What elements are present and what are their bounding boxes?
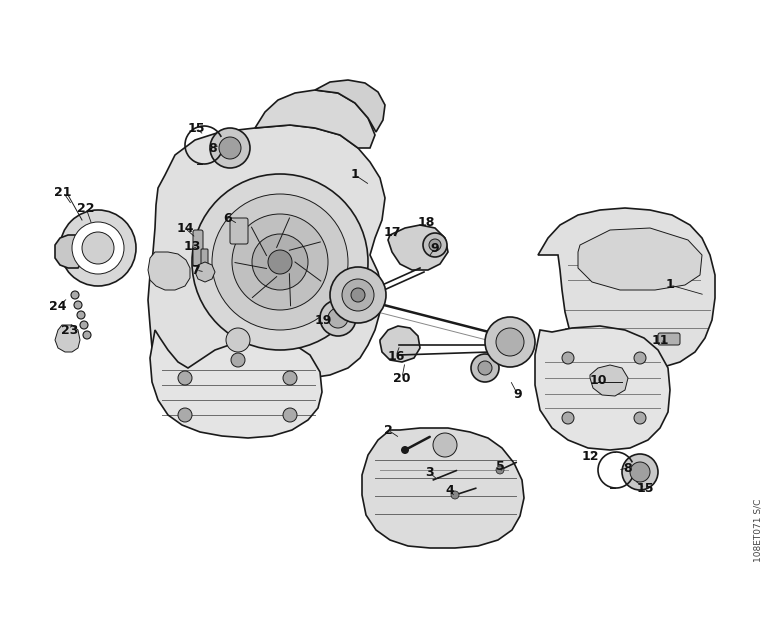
Polygon shape	[362, 428, 524, 548]
Text: 108ET071 S/C: 108ET071 S/C	[753, 498, 763, 562]
FancyBboxPatch shape	[193, 230, 203, 266]
Circle shape	[433, 433, 457, 457]
Circle shape	[83, 331, 91, 339]
Circle shape	[330, 267, 386, 323]
Circle shape	[212, 194, 348, 330]
Text: 15: 15	[187, 122, 204, 135]
Circle shape	[60, 210, 136, 286]
Text: 19: 19	[314, 314, 332, 327]
Polygon shape	[150, 330, 322, 438]
Text: 8: 8	[624, 461, 633, 474]
Polygon shape	[380, 326, 420, 362]
Text: 11: 11	[651, 334, 669, 347]
Circle shape	[630, 462, 650, 482]
Text: 24: 24	[49, 299, 67, 312]
Text: 16: 16	[388, 350, 405, 363]
Circle shape	[219, 137, 241, 159]
Circle shape	[451, 491, 459, 499]
Text: 14: 14	[176, 221, 193, 234]
Circle shape	[478, 361, 492, 375]
Circle shape	[210, 128, 250, 168]
Polygon shape	[255, 90, 375, 148]
Circle shape	[342, 279, 374, 311]
Polygon shape	[535, 326, 670, 450]
Circle shape	[429, 239, 441, 251]
Circle shape	[77, 311, 85, 319]
Circle shape	[562, 412, 574, 424]
Circle shape	[423, 233, 447, 257]
Text: 20: 20	[393, 371, 411, 384]
Circle shape	[232, 214, 328, 310]
Circle shape	[351, 288, 365, 302]
Text: 3: 3	[426, 466, 435, 479]
Text: 1: 1	[666, 278, 674, 291]
Text: 22: 22	[78, 202, 95, 215]
Polygon shape	[55, 235, 82, 268]
Circle shape	[471, 354, 499, 382]
Circle shape	[74, 301, 82, 309]
Polygon shape	[315, 80, 385, 132]
Circle shape	[401, 446, 409, 454]
Text: 15: 15	[637, 482, 654, 495]
Polygon shape	[195, 262, 215, 282]
Circle shape	[226, 328, 250, 352]
Polygon shape	[388, 225, 448, 270]
Text: 9: 9	[431, 242, 439, 254]
Polygon shape	[55, 325, 80, 352]
FancyBboxPatch shape	[658, 333, 680, 345]
Circle shape	[634, 352, 646, 364]
Circle shape	[252, 234, 308, 290]
Circle shape	[485, 317, 535, 367]
Circle shape	[283, 371, 297, 385]
Text: 9: 9	[514, 389, 522, 402]
Circle shape	[496, 328, 524, 356]
Circle shape	[82, 232, 114, 264]
Text: 5: 5	[496, 459, 504, 472]
Text: 10: 10	[590, 373, 607, 386]
FancyBboxPatch shape	[230, 218, 248, 244]
Polygon shape	[538, 208, 715, 370]
Circle shape	[178, 408, 192, 422]
Circle shape	[496, 466, 504, 474]
Text: 21: 21	[54, 185, 72, 198]
Text: 6: 6	[224, 211, 233, 224]
Text: 12: 12	[581, 450, 599, 463]
Circle shape	[320, 300, 356, 336]
Text: 18: 18	[417, 216, 435, 229]
Circle shape	[634, 412, 646, 424]
Text: 1: 1	[351, 169, 359, 182]
Text: 23: 23	[61, 324, 78, 337]
Text: 2: 2	[384, 423, 392, 436]
Circle shape	[268, 250, 292, 274]
Circle shape	[178, 371, 192, 385]
Polygon shape	[148, 125, 385, 390]
Circle shape	[328, 308, 348, 328]
Circle shape	[192, 174, 368, 350]
Text: 4: 4	[446, 484, 454, 497]
Circle shape	[622, 454, 658, 490]
Text: 17: 17	[383, 226, 401, 239]
Circle shape	[72, 222, 124, 274]
Circle shape	[562, 352, 574, 364]
Text: 7: 7	[192, 264, 200, 277]
Polygon shape	[578, 228, 702, 290]
Circle shape	[80, 321, 88, 329]
Circle shape	[231, 353, 245, 367]
Text: 8: 8	[209, 141, 218, 154]
Text: 13: 13	[183, 239, 200, 252]
Circle shape	[71, 291, 79, 299]
Circle shape	[283, 408, 297, 422]
FancyBboxPatch shape	[201, 249, 208, 279]
Polygon shape	[148, 252, 190, 290]
Polygon shape	[590, 365, 628, 396]
